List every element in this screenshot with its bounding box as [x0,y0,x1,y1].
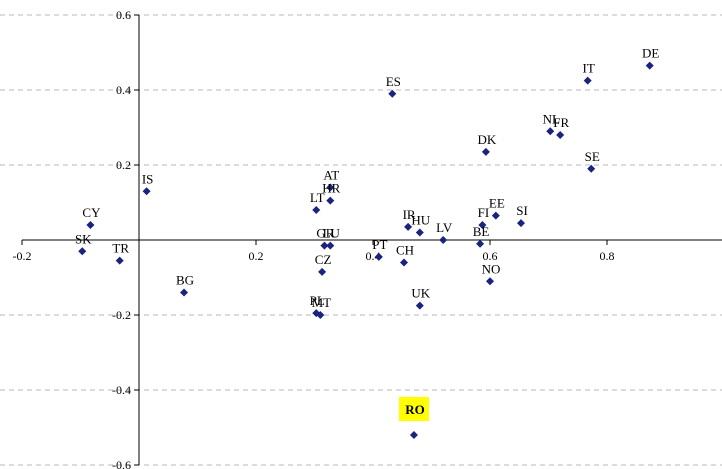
point-label-mt: MT [312,295,332,310]
point-marker-it [583,76,592,85]
point-marker-at [326,183,335,192]
tick-labels: -0.6 -0.4 -0.2 0.2 0.4 0.6 -0.2 0.2 0.4 0.6 0.8 [13,8,615,469]
y-tick-label: 0.6 [116,8,131,22]
point-marker-gr [320,241,329,250]
point-label-fr: FR [553,115,569,130]
y-tick-label: 0.4 [116,83,131,97]
point-marker-bg [180,288,189,297]
point-label-ir: IR [403,207,416,222]
point-marker-es [388,89,397,98]
point-marker-is [142,187,151,196]
x-tick-label: 0.2 [249,249,264,263]
point-marker-uk [415,301,424,310]
y-tick-label: -0.6 [112,458,131,469]
point-marker-ee [491,211,500,220]
point-label-si: SI [516,203,528,218]
point-label-ch: CH [396,243,414,258]
point-label-ro: RO [405,402,425,417]
point-label-it: IT [583,61,595,76]
point-label-tr: TR [112,241,129,256]
point-marker-lt [312,206,321,214]
x-tick-label: -0.2 [13,249,32,263]
point-label-lu: LU [323,226,341,241]
y-tick-label: 0.2 [116,158,131,172]
grid-lines [0,14,722,466]
point-label-hu: HU [411,213,430,228]
point-marker-si [517,219,526,228]
point-label-ee: EE [489,196,505,211]
point-marker-ch [400,258,409,267]
point-label-hr: HR [322,181,340,196]
point-label-de: DE [642,46,659,61]
point-marker-hu [415,228,424,237]
point-label-is: IS [142,171,154,186]
point-label-no: NO [482,261,501,276]
axes [21,14,722,466]
point-label-nl: NL [543,111,560,126]
point-marker-sk [78,247,87,256]
y-tick-label: -0.2 [112,308,131,322]
point-label-fi: FI [478,205,490,220]
point-label-be: BE [473,224,490,239]
point-label-es: ES [386,74,401,89]
point-label-pt: PT [372,237,387,252]
point-label-sk: SK [75,231,92,246]
point-label-lv: LV [436,220,453,235]
highlight-box [398,397,429,421]
x-tick-label: 0.4 [366,249,381,263]
point-marker-dk [481,147,490,156]
point-marker-lu [326,241,335,250]
point-marker-pt [374,252,383,261]
point-label-cy: CY [82,205,101,220]
point-marker-hr [326,196,335,205]
y-tick-label: -0.4 [112,383,131,397]
point-marker-lv [439,236,448,244]
point-label-at: AT [323,168,339,183]
x-tick-label: 0.8 [600,249,615,263]
point-marker-cy [86,221,95,229]
point-label-cz: CZ [315,252,332,267]
point-marker-ro [409,431,418,439]
point-marker-de [645,61,654,70]
point-marker-tr [115,256,124,265]
point-marker-nl [546,127,555,136]
point-label-pl: PL [310,293,325,308]
x-tick-label: 0.6 [483,249,498,263]
point-marker-fr [556,131,565,139]
point-marker-se [587,164,596,173]
point-marker-cz [318,267,327,276]
point-label-uk: UK [411,286,430,301]
point-label-gr: GR [316,226,334,241]
point-label-se: SE [585,149,600,164]
point-marker-ir [404,222,413,231]
point-marker-no [486,277,494,286]
point-label-lt: LT [310,190,325,205]
point-marker-mt [316,311,325,319]
point-marker-be [476,239,485,248]
point-label-dk: DK [478,132,497,147]
point-label-bg: BG [176,273,194,288]
point-marker-fi [478,221,487,229]
